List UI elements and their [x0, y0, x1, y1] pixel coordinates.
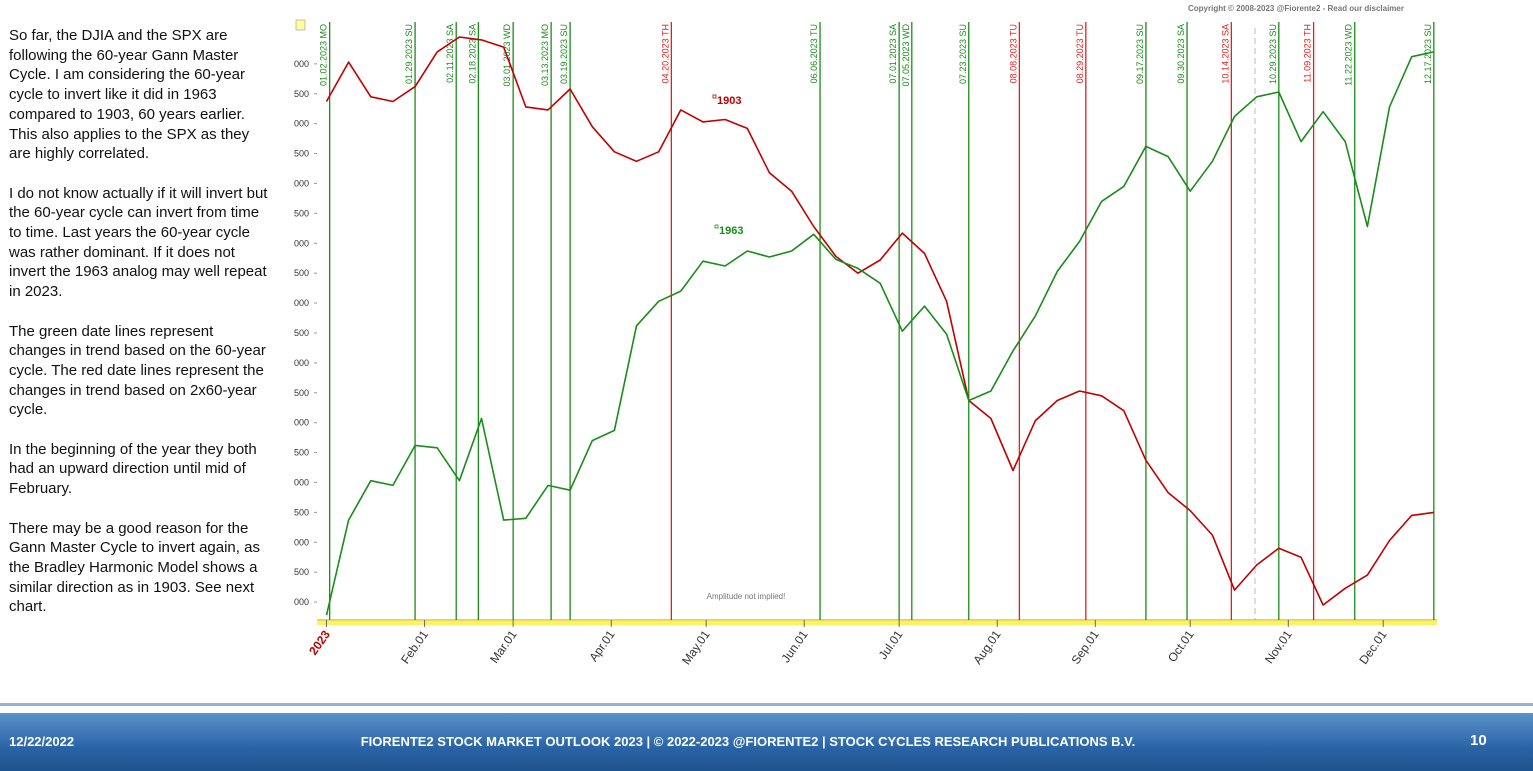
series-label: 1903	[717, 95, 741, 107]
legend-marker	[712, 94, 717, 99]
footer-date: 12/22/2022	[9, 734, 75, 749]
page-number: 10	[1470, 732, 1487, 749]
x-tick-label: Apr.01	[586, 627, 618, 664]
y-tick-label: 000	[294, 358, 309, 368]
date-line-label: 11.09.2023 TH	[1303, 24, 1313, 83]
date-line-label: 08.08.2023 TU	[1008, 24, 1018, 83]
x-tick-label: 2023	[306, 627, 333, 657]
x-tick-label: Aug.01	[970, 627, 1003, 666]
x-tick-label: Jul.01	[876, 627, 906, 662]
x-tick-label: Mar.01	[487, 627, 520, 665]
y-tick-label: 500	[294, 89, 309, 99]
date-line-label: 11.22.2023 WD	[1344, 24, 1354, 86]
date-line-label: 10.29.2023 SU	[1268, 24, 1278, 84]
date-line-label: 01.02.2023 MO	[319, 24, 329, 86]
y-tick-label: 500	[294, 448, 309, 458]
paragraph: There may be a good reason for the Gann …	[9, 519, 260, 616]
y-tick-label: 000	[294, 537, 309, 547]
paragraph: In the beginning of the year they both h…	[9, 440, 257, 498]
y-tick-label: 000	[294, 119, 309, 129]
legend-marker	[714, 224, 719, 229]
date-line-label: 03.19.2023 SU	[559, 24, 569, 84]
date-line-label: 02.18.2023 SA	[467, 24, 477, 84]
date-line-label: 03.13.2023 MO	[540, 24, 550, 86]
body-text: So far, the DJIA and the SPX are followi…	[9, 26, 271, 637]
y-tick-label: 500	[294, 268, 309, 278]
y-tick-label: 500	[294, 388, 309, 398]
y-tick-label: 000	[294, 418, 309, 428]
y-tick-label: 000	[294, 178, 309, 188]
date-line-label: 09.17.2023 SU	[1135, 24, 1145, 84]
x-tick-label: Dec.01	[1356, 627, 1389, 666]
y-tick-label: 000	[294, 59, 309, 69]
y-tick-label: 500	[294, 507, 309, 517]
footer: 12/22/2022 FIORENTE2 STOCK MARKET OUTLOO…	[0, 713, 1533, 771]
x-tick-label: Jun.01	[779, 627, 811, 665]
x-tick-label: Feb.01	[398, 627, 431, 666]
date-line-label: 07.05.2023 WD	[901, 24, 911, 87]
axis-band	[317, 620, 1437, 625]
date-line-label: 02.11.2023 SA	[445, 24, 455, 83]
date-line-label: 09.30.2023 SA	[1176, 24, 1186, 84]
date-line-label: 08.29.2023 TU	[1075, 24, 1085, 83]
chart: Copyright © 2008-2023 @Fiorente2 - Read …	[294, 4, 1437, 667]
x-tick-label: May.01	[679, 627, 713, 667]
y-tick-label: 500	[294, 328, 309, 338]
paragraph: I do not know actually if it will invert…	[9, 184, 268, 301]
corner-icon	[295, 19, 306, 31]
copyright: Copyright © 2008-2023 @Fiorente2 - Read …	[1188, 4, 1404, 13]
paragraph: The green date lines represent changes i…	[9, 322, 266, 419]
series-label: 1963	[719, 225, 743, 237]
footer-title: FIORENTE2 STOCK MARKET OUTLOOK 2023 | © …	[360, 734, 1136, 749]
footer-rule	[0, 703, 1533, 706]
annotation: Amplitude not implied!	[707, 592, 786, 601]
paragraph: So far, the DJIA and the SPX are followi…	[9, 27, 250, 163]
y-tick-label: 000	[294, 477, 309, 487]
date-line-label: 10.14.2023 SA	[1220, 24, 1230, 84]
x-tick-label: Oct.01	[1165, 627, 1197, 664]
date-line-label: 04.20.2023 TH	[660, 24, 670, 83]
date-line-label: 12.17.2023 SU	[1423, 24, 1433, 84]
date-line-label: 07.01.2023 SA	[888, 24, 898, 84]
y-tick-label: 000	[294, 298, 309, 308]
series-line	[325, 36, 1434, 606]
date-line-label: 07.23.2023 SU	[958, 24, 968, 84]
y-tick-label: 500	[294, 208, 309, 218]
date-line-label: 06.06.2023 TU	[809, 24, 819, 83]
series-line	[325, 51, 1434, 616]
x-tick-label: Nov.01	[1262, 627, 1295, 666]
y-tick-label: 000	[294, 238, 309, 248]
y-tick-label: 500	[294, 149, 309, 159]
date-line-label: 01.29.2023 SU	[404, 24, 414, 84]
y-tick-label: 000	[294, 597, 309, 607]
x-tick-label: Sep.01	[1068, 627, 1101, 666]
y-tick-label: 500	[294, 567, 309, 577]
